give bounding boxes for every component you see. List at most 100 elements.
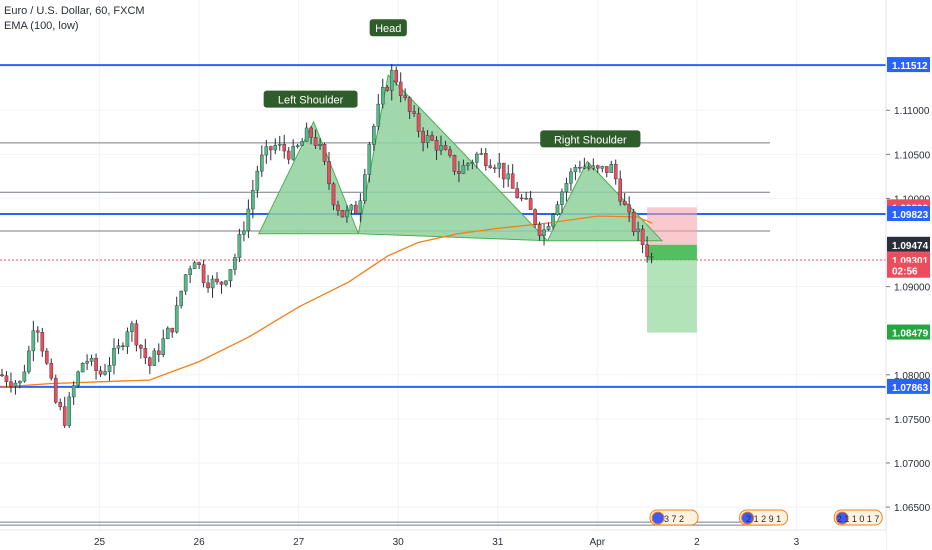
price-tag-label: 1.07863 <box>892 383 929 394</box>
flag-icon <box>835 511 849 525</box>
candle-body <box>170 327 175 333</box>
candle-body <box>591 165 596 169</box>
candle-body <box>309 127 313 138</box>
flag-icon <box>651 511 665 525</box>
candle-body <box>569 171 573 184</box>
candle-body <box>67 396 71 426</box>
candle-body <box>300 141 304 146</box>
pattern-labels: Left Shoulder Head Right Shoulder <box>263 19 641 148</box>
candle-body <box>506 173 511 180</box>
candle-body <box>237 234 242 258</box>
pattern-label-box <box>263 90 358 108</box>
time-tick-label: 30 <box>393 537 405 548</box>
candle-body <box>246 208 251 232</box>
candle-body <box>116 345 121 349</box>
candle-body <box>331 183 336 206</box>
economic-events[interactable]: 3 7 2 2 1 2 9 1 2 1 1 0 1 7 <box>649 509 883 526</box>
time-tick-label: 25 <box>94 537 106 548</box>
candle-body <box>152 350 157 366</box>
candle-body <box>27 350 31 373</box>
candle-body <box>134 323 139 346</box>
candle-body <box>233 257 237 270</box>
pattern-label-text: Head <box>375 23 401 35</box>
candle-body <box>174 305 179 333</box>
grid-lines <box>0 0 886 530</box>
candle-body <box>103 371 107 375</box>
pattern-label-text: Right Shoulder <box>554 134 627 146</box>
candle-body <box>461 165 466 174</box>
candle-body <box>604 166 609 173</box>
candle-body <box>372 126 376 145</box>
candle-body <box>242 230 246 235</box>
candle-body <box>600 166 605 169</box>
candle-body <box>215 278 219 283</box>
candle-body <box>587 166 591 169</box>
price-axis[interactable]: 1.110001.105001.100001.090001.080001.075… <box>885 0 932 550</box>
candle-body <box>183 274 188 292</box>
flag-icon <box>741 511 755 525</box>
candle-body <box>358 200 363 214</box>
candle-body <box>143 347 148 359</box>
candle-body <box>425 135 430 143</box>
symbol-title[interactable]: Euro / U.S. Dollar, 60, FXCM <box>4 5 145 17</box>
time-tick-label: 2 <box>694 537 700 548</box>
price-tag-label: 1.09823 <box>892 210 929 221</box>
candle-body <box>58 402 63 407</box>
candle-body <box>555 204 560 215</box>
candle-body <box>85 361 89 364</box>
candle-body <box>528 198 533 210</box>
price-tick-label: 1.11000 <box>894 106 930 117</box>
candle-body <box>336 204 340 211</box>
time-axis-bg <box>0 530 886 550</box>
candle-body <box>430 135 434 141</box>
candle-body <box>313 137 318 146</box>
candle-body <box>457 171 461 174</box>
candle-body <box>636 228 640 233</box>
candle-body <box>546 225 551 230</box>
price-tag-label: 1.09301 <box>892 256 929 267</box>
price-tick-label: 1.06500 <box>894 503 931 514</box>
time-tick-label: 31 <box>492 537 504 548</box>
pattern-label-box <box>369 19 407 37</box>
candle-body <box>497 162 502 169</box>
candle-body <box>537 224 542 236</box>
candle-body <box>367 144 372 175</box>
candle-body <box>9 381 13 387</box>
candle-body <box>439 145 443 151</box>
time-axis[interactable]: 25 26 27 30 31 Apr 2 3 <box>0 529 886 550</box>
trade-position[interactable] <box>647 207 697 333</box>
candle-body <box>327 161 331 185</box>
candle-body <box>573 167 578 173</box>
candle-body <box>631 211 636 233</box>
price-tag-box <box>887 206 930 222</box>
candle-body <box>286 150 291 160</box>
candle-body <box>519 197 524 200</box>
price-tag-box <box>887 57 930 73</box>
price-tag-label: 1.08479 <box>892 329 929 340</box>
candle-body <box>40 332 45 352</box>
price-tick-label: 1.07500 <box>894 415 931 426</box>
indicator-label[interactable]: EMA (100, low) <box>4 20 79 32</box>
candle-body <box>582 166 587 169</box>
candle-body <box>475 153 479 163</box>
candle-body <box>322 144 327 162</box>
candle-body <box>470 162 475 164</box>
candle-body <box>295 145 300 147</box>
candle-body <box>98 370 103 375</box>
price-tag-label: 02:56 <box>892 267 918 278</box>
candle-body <box>622 200 627 205</box>
price-tick-label: 1.10500 <box>894 150 931 161</box>
candle-body <box>340 210 345 218</box>
candle-body <box>179 290 183 306</box>
event-label: 3 7 2 <box>664 514 684 524</box>
candle-body <box>53 377 58 403</box>
candle-body <box>492 167 497 169</box>
candle-body <box>121 345 125 347</box>
candle-body <box>260 154 264 172</box>
candle-body <box>18 380 22 384</box>
candle-body <box>649 256 654 258</box>
price-tick-label: 1.09000 <box>894 283 931 294</box>
candle-body <box>13 382 18 387</box>
candle-body <box>421 131 425 143</box>
